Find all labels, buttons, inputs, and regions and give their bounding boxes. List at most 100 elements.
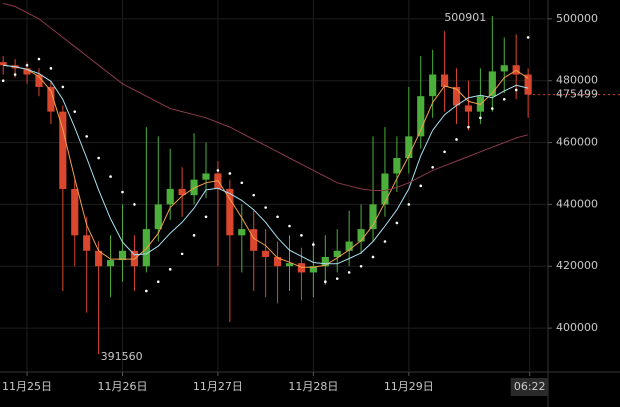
candle-body (142, 229, 150, 267)
candle-body (238, 229, 246, 236)
sar-dot (371, 255, 375, 259)
candle-body (333, 250, 341, 257)
candle-body (441, 74, 449, 87)
sar-dot (359, 264, 363, 268)
sar-dot (455, 138, 458, 141)
x-tick-label: 11月28日 (288, 380, 338, 393)
sar-dot (97, 156, 100, 160)
y-tick-label: 460000 (556, 136, 598, 149)
candle-body (309, 266, 317, 273)
candle-body (71, 188, 79, 236)
sar-dot (252, 193, 256, 197)
sar-dot (347, 271, 351, 274)
candle-body (23, 68, 31, 75)
sar-dot (49, 67, 53, 70)
candle-body (178, 188, 186, 196)
candle-body (118, 250, 127, 261)
moving-average-line (3, 64, 529, 265)
last-price-label: 475499 (556, 88, 598, 101)
sar-dot (180, 252, 184, 256)
sar-dot (335, 277, 339, 280)
candle-body (357, 229, 365, 242)
candle-body (274, 256, 282, 267)
candle-body (226, 188, 234, 236)
sar-dot (324, 280, 327, 284)
y-tick-label: 420000 (556, 259, 598, 272)
sar-dot (264, 206, 267, 209)
sar-dot (145, 289, 148, 293)
candle-body (202, 173, 210, 180)
sar-dot (502, 97, 506, 101)
x-tick-label: 11月29日 (384, 380, 434, 393)
candle-body (59, 111, 67, 189)
candle-body (95, 250, 103, 267)
sar-dot (240, 181, 244, 185)
candle-body (381, 173, 389, 205)
sar-dot (312, 243, 315, 246)
candle-body (35, 74, 43, 87)
sar-dot (526, 36, 530, 39)
sar-dot (121, 190, 124, 194)
candle-body (512, 65, 520, 75)
moving-average-line (3, 64, 529, 268)
candle-body (393, 158, 401, 174)
sar-dot (168, 268, 172, 271)
annotation: 391560 (101, 350, 143, 363)
candle-body (524, 74, 532, 95)
x-tick-label: 11月25日 (2, 380, 52, 393)
y-tick-label: 400000 (556, 321, 598, 334)
sar-dot (407, 203, 411, 206)
sar-dot (1, 79, 5, 83)
sar-dot (514, 88, 518, 92)
sar-dot (395, 221, 399, 225)
x-tick-label: 11月27日 (193, 380, 243, 393)
sar-dot (156, 280, 160, 284)
sar-dot (61, 85, 65, 89)
sar-dot (85, 135, 88, 138)
y-tick-label: 480000 (556, 74, 598, 87)
sar-dot (204, 215, 208, 219)
sar-dot (37, 57, 41, 61)
candle-body (190, 179, 198, 196)
candle-body (405, 136, 413, 159)
sar-dot (133, 203, 136, 206)
candle-body (154, 204, 162, 230)
y-tick-label: 440000 (556, 197, 598, 210)
candle-body (106, 260, 115, 267)
moving-average-line (3, 2, 529, 191)
candle-body (0, 62, 7, 66)
candle-body (285, 263, 294, 267)
sar-dot (25, 63, 29, 67)
sar-dot (419, 184, 423, 188)
candle-body (488, 71, 496, 97)
sar-dot (276, 215, 279, 219)
sar-dot (288, 224, 291, 228)
candle-body (369, 204, 377, 230)
y-tick-label: 500000 (556, 12, 598, 25)
sar-dot (479, 116, 482, 120)
candle-body (345, 241, 353, 251)
sar-dot (443, 150, 446, 154)
sar-dot (467, 125, 470, 129)
sar-dot (491, 107, 494, 110)
candle-body (262, 250, 270, 257)
annotation: 500901 (444, 11, 486, 24)
candle-body (464, 105, 473, 112)
candle-body (166, 188, 174, 205)
sar-dot (300, 234, 303, 237)
candle-body (429, 74, 437, 97)
x-tick-label: 11月26日 (97, 380, 147, 393)
candle-body (250, 229, 258, 251)
candle-body (83, 235, 91, 251)
candle-body (297, 263, 306, 273)
sar-dot (192, 234, 196, 237)
sar-dot (216, 169, 220, 172)
candle-body (417, 96, 425, 137)
sar-dot (383, 240, 387, 243)
candle-body (500, 65, 508, 72)
candle-body (452, 86, 461, 106)
sar-dot (431, 165, 434, 169)
sar-dot (228, 172, 232, 175)
sar-dot (109, 175, 112, 178)
